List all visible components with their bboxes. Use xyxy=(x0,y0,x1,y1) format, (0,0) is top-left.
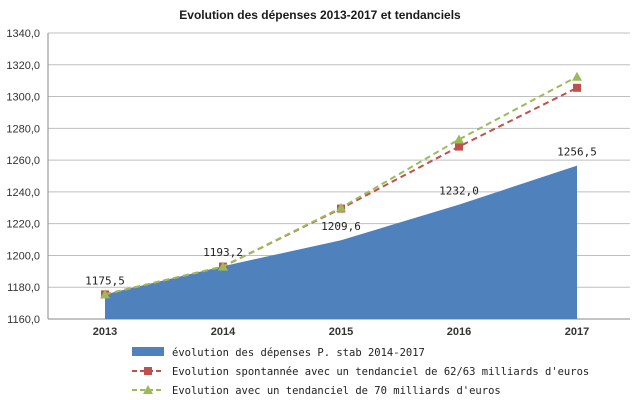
y-tick-label: 1260,0 xyxy=(6,155,40,167)
x-tick-label: 2015 xyxy=(329,326,353,338)
x-tick-label: 2014 xyxy=(211,326,236,338)
y-tick-label: 1240,0 xyxy=(6,187,40,199)
y-tick-label: 1160,0 xyxy=(7,314,40,326)
legend-label: évolution des dépenses P. stab 2014-2017 xyxy=(172,347,425,359)
y-tick-label: 1200,0 xyxy=(6,250,40,262)
data-point-triangle xyxy=(100,289,110,299)
data-point-triangle xyxy=(336,202,346,212)
data-label: 1256,5 xyxy=(557,146,597,159)
y-tick-label: 1300,0 xyxy=(6,92,40,104)
data-point-square xyxy=(573,83,581,92)
data-label: 1232,0 xyxy=(439,185,479,198)
data-label: 1209,6 xyxy=(321,220,361,233)
x-tick-label: 2017 xyxy=(565,326,589,338)
data-point-triangle xyxy=(572,71,582,81)
chart-title: Evolution des dépenses 2013-2017 et tend… xyxy=(179,8,461,22)
data-label: 1193,2 xyxy=(203,246,243,259)
x-tick-label: 2016 xyxy=(447,326,471,338)
y-tick-label: 1180,0 xyxy=(7,282,40,294)
y-tick-label: 1280,0 xyxy=(6,123,40,135)
data-point-square xyxy=(455,142,463,151)
y-tick-label: 1340,0 xyxy=(6,28,40,40)
legend-marker-triangle xyxy=(143,385,153,394)
area-series xyxy=(105,165,577,319)
legend-marker-square xyxy=(144,367,152,375)
data-point-triangle xyxy=(218,261,228,271)
legend-swatch-area xyxy=(132,347,164,356)
y-tick-label: 1320,0 xyxy=(6,60,40,72)
data-point-triangle xyxy=(454,134,464,144)
data-label: 1175,5 xyxy=(85,274,125,287)
legend-label: Evolution avec un tendanciel de 70 milli… xyxy=(172,385,501,397)
legend-label: Evolution spontannée avec un tendanciel … xyxy=(172,366,589,378)
x-tick-label: 2013 xyxy=(93,326,117,338)
y-tick-label: 1220,0 xyxy=(6,219,40,231)
